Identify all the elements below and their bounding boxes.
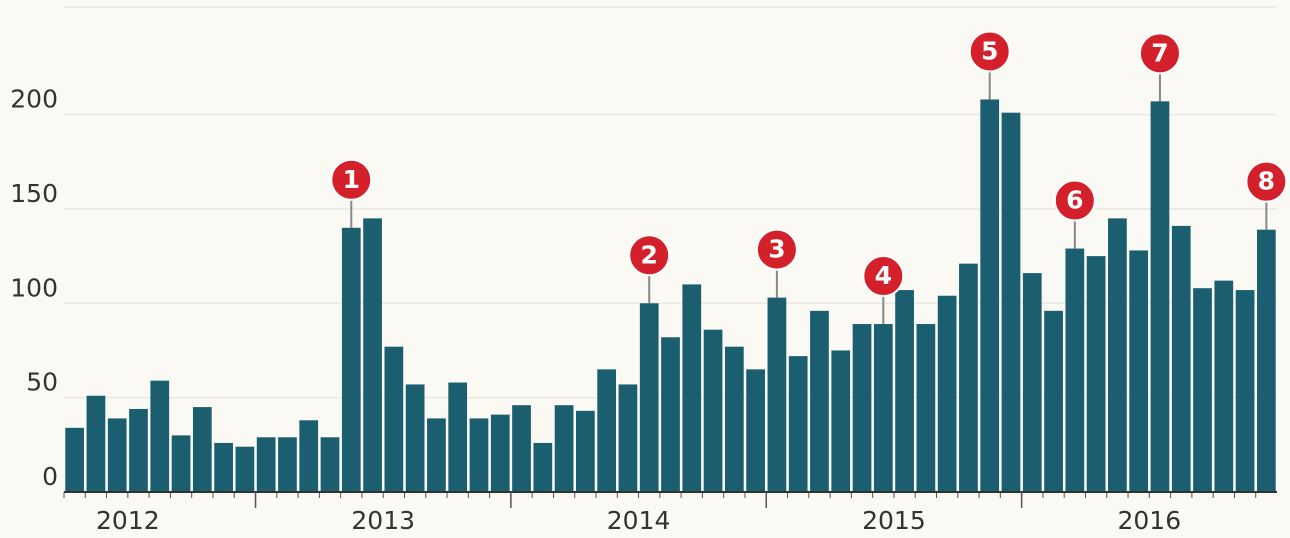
bar	[597, 369, 617, 492]
bar	[171, 435, 191, 492]
bar	[1235, 290, 1255, 492]
bar	[639, 303, 659, 492]
bar	[852, 324, 872, 492]
bar	[427, 418, 446, 492]
y-tick-label: 0	[42, 462, 58, 491]
annotation-label: 1	[343, 165, 360, 194]
bar	[767, 297, 787, 492]
y-tick-label: 150	[10, 179, 58, 208]
bar	[490, 414, 510, 492]
bar	[895, 290, 914, 492]
annotation-marker	[1138, 32, 1181, 75]
bar	[363, 218, 382, 492]
bar	[1022, 273, 1042, 492]
bar	[916, 324, 936, 492]
x-tick-label: 2016	[1118, 506, 1182, 535]
bar	[469, 418, 489, 492]
x-tick-label: 2013	[351, 506, 415, 535]
annotation-label: 3	[768, 235, 785, 264]
bar	[256, 437, 276, 492]
bar	[448, 382, 468, 492]
annotation-marker	[1245, 160, 1288, 203]
bar	[533, 442, 553, 492]
annotation-label: 2	[641, 240, 658, 269]
bar	[746, 369, 765, 492]
bar	[554, 405, 574, 492]
annotation-label: 6	[1066, 186, 1083, 215]
bar	[576, 410, 595, 492]
bar	[1086, 256, 1106, 492]
bar	[1256, 229, 1276, 493]
annotation-marker	[862, 255, 905, 298]
bar	[214, 442, 233, 492]
y-tick-label: 50	[26, 368, 58, 397]
bar	[150, 380, 170, 492]
bar	[512, 405, 531, 492]
bar	[1065, 248, 1085, 492]
bar	[1044, 310, 1063, 492]
bar	[661, 337, 680, 492]
bar	[959, 263, 978, 492]
bar	[320, 437, 340, 492]
bar	[1001, 112, 1021, 492]
annotation-label: 8	[1258, 167, 1275, 196]
bar	[703, 329, 723, 492]
bar	[618, 384, 638, 492]
annotation-label: 4	[875, 261, 892, 290]
bar	[1214, 280, 1234, 492]
bar	[278, 437, 297, 492]
bar	[86, 395, 106, 492]
bar	[682, 284, 702, 492]
annotation-label: 7	[1151, 38, 1168, 67]
bar	[873, 324, 893, 492]
bar	[299, 420, 319, 492]
bar	[235, 446, 255, 492]
bar	[724, 346, 744, 492]
bar	[1193, 288, 1212, 492]
bar	[831, 350, 851, 492]
bar	[1129, 250, 1149, 492]
bar	[341, 227, 361, 492]
x-tick-label: 2012	[96, 506, 160, 535]
y-tick-label: 100	[10, 273, 58, 302]
annotation-marker	[755, 228, 798, 271]
bar	[129, 408, 148, 492]
bar	[810, 310, 829, 492]
bar	[384, 346, 404, 492]
annotation-marker	[968, 30, 1011, 73]
annotation-marker	[1053, 179, 1096, 222]
bar	[1171, 225, 1191, 492]
y-tick-label: 200	[10, 85, 58, 114]
bar	[788, 356, 808, 492]
bar	[1150, 101, 1170, 493]
bar	[937, 295, 957, 492]
x-tick-label: 2015	[862, 506, 926, 535]
bar	[107, 418, 127, 492]
annotation-marker	[330, 158, 373, 201]
x-tick-label: 2014	[607, 506, 671, 535]
bar	[192, 407, 212, 492]
bar	[1108, 218, 1127, 492]
bar	[405, 384, 425, 492]
annotation-marker	[628, 234, 671, 277]
annotation-label: 5	[981, 36, 998, 65]
bar	[65, 427, 85, 492]
bar	[980, 99, 1000, 492]
